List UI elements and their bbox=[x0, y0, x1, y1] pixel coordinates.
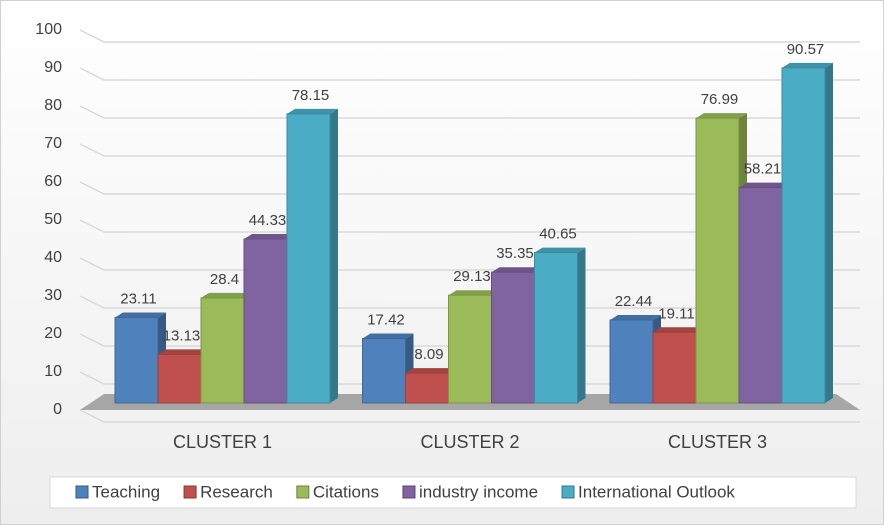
bar-front bbox=[448, 294, 492, 404]
grid-line bbox=[79, 29, 860, 43]
bar-front bbox=[200, 297, 245, 404]
value-label: 28.4 bbox=[210, 271, 239, 288]
grid-line bbox=[79, 181, 860, 195]
value-label: 78.15 bbox=[292, 87, 330, 104]
value-label: 90.57 bbox=[787, 41, 825, 58]
y-tick-label: 60 bbox=[44, 173, 62, 190]
y-tick-label: 10 bbox=[44, 363, 62, 380]
grid-line bbox=[79, 409, 860, 423]
value-label: 22.44 bbox=[615, 293, 653, 310]
y-tick-label: 90 bbox=[44, 59, 62, 76]
y-tick-label: 80 bbox=[44, 97, 62, 114]
bar-top bbox=[610, 314, 661, 320]
bar-side bbox=[825, 62, 833, 404]
bar-top bbox=[448, 290, 500, 296]
value-label: 58.21 bbox=[744, 161, 782, 178]
bar-side bbox=[577, 247, 586, 403]
bar-top bbox=[115, 312, 166, 318]
bar bbox=[534, 247, 586, 404]
bar-front bbox=[405, 372, 449, 404]
y-tick-label: 100 bbox=[35, 21, 62, 38]
y-tick-label: 30 bbox=[44, 287, 62, 304]
legend-swatch bbox=[75, 485, 89, 499]
y-tick-label: 50 bbox=[44, 211, 62, 228]
bar-front bbox=[695, 117, 740, 404]
value-label: 35.35 bbox=[496, 245, 534, 262]
grid-line bbox=[79, 333, 860, 347]
y-tick-label: 40 bbox=[44, 249, 62, 266]
bar-front bbox=[609, 319, 654, 404]
grid-line bbox=[79, 295, 860, 309]
x-tick-label: CLUSTER 3 bbox=[668, 432, 767, 452]
y-tick-label: 70 bbox=[44, 135, 62, 152]
bar-top bbox=[244, 233, 295, 239]
x-tick-label: CLUSTER 1 bbox=[173, 432, 272, 452]
bar-front bbox=[286, 113, 331, 404]
bar-front bbox=[362, 338, 406, 404]
bar-front bbox=[738, 187, 783, 404]
bar-top bbox=[491, 267, 543, 273]
bar-front bbox=[781, 67, 826, 404]
bar-top bbox=[405, 368, 457, 374]
bar-top bbox=[739, 182, 790, 188]
grid-line bbox=[79, 371, 860, 385]
x-tick-label: CLUSTER 2 bbox=[420, 432, 519, 452]
bar bbox=[114, 312, 166, 404]
value-label: 13.13 bbox=[163, 327, 201, 344]
value-label: 23.11 bbox=[120, 290, 156, 307]
grid-line bbox=[79, 67, 860, 81]
value-label: 40.65 bbox=[539, 226, 577, 243]
bar-top bbox=[287, 108, 338, 114]
bar-side bbox=[330, 108, 338, 403]
legend-label: Citations bbox=[313, 482, 379, 501]
bar-top bbox=[653, 327, 704, 333]
grid-line bbox=[79, 143, 860, 157]
legend-label: Teaching bbox=[92, 482, 160, 501]
bar-top bbox=[696, 113, 747, 119]
legend-label: Research bbox=[200, 482, 273, 501]
value-label: 19.11 bbox=[658, 305, 694, 322]
bar-front bbox=[243, 238, 288, 404]
bar-front bbox=[534, 252, 578, 404]
grid-line bbox=[79, 257, 860, 271]
legend-swatch bbox=[561, 485, 575, 499]
bar bbox=[362, 333, 414, 404]
value-label: 29.13 bbox=[453, 268, 491, 285]
bar-top bbox=[362, 333, 414, 339]
y-tick-label: 0 bbox=[53, 401, 62, 418]
bar bbox=[286, 108, 338, 404]
legend-items: Teaching Research Citations industry income… bbox=[75, 482, 735, 501]
bar-top bbox=[158, 349, 209, 355]
grid-line bbox=[79, 219, 860, 233]
legend-swatch bbox=[296, 485, 310, 499]
value-label: 76.99 bbox=[701, 91, 739, 108]
grid-line bbox=[79, 105, 860, 119]
bar bbox=[781, 62, 833, 404]
bar-front bbox=[491, 271, 535, 404]
bar-front bbox=[652, 331, 697, 404]
legend-swatch bbox=[402, 485, 416, 499]
value-label: 8.09 bbox=[414, 346, 443, 363]
legend-swatch bbox=[183, 485, 197, 499]
value-label: 17.42 bbox=[367, 312, 405, 329]
grid: 0 10 20 30 40 50 60 70 80 90 100 bbox=[35, 21, 860, 423]
bar-top bbox=[201, 292, 252, 298]
bar-front bbox=[157, 353, 202, 404]
legend-label: industry income bbox=[419, 482, 538, 501]
bar-top bbox=[782, 62, 833, 68]
bar-top bbox=[534, 247, 586, 253]
bar-front bbox=[114, 316, 159, 404]
value-label: 44.33 bbox=[249, 212, 287, 229]
legend-label: International Outlook bbox=[578, 482, 735, 501]
y-tick-label: 20 bbox=[44, 325, 62, 342]
bars: CLUSTER 1 23.11 13.13 28.4 44.33 78.15 CLUSTER… bbox=[114, 41, 833, 452]
